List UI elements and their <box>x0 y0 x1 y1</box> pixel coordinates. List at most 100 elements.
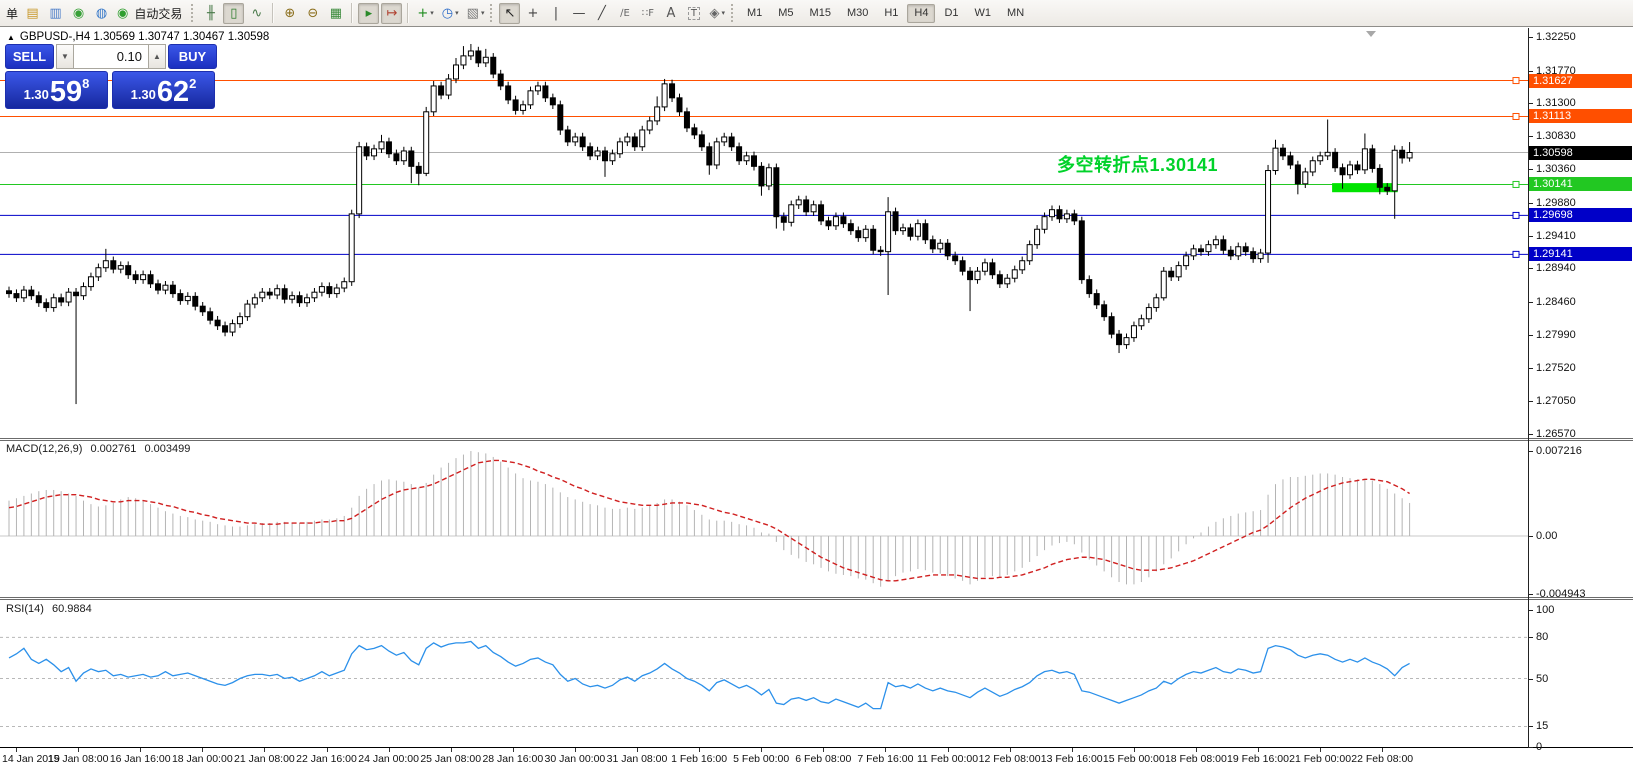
timeframe-button-mn[interactable]: MN <box>1007 7 1025 19</box>
bear-candle <box>549 97 556 106</box>
bull-candle <box>914 223 921 237</box>
toolbar-grip[interactable] <box>730 4 735 22</box>
bear-candle <box>192 295 199 307</box>
timeframe-button-h4[interactable]: H4 <box>907 3 936 23</box>
candlestick-chart-icon[interactable]: ▯ <box>223 2 245 24</box>
dropdown-caret-icon[interactable]: ▾ <box>721 9 725 17</box>
mql-community-icon[interactable]: ◍ <box>91 3 112 24</box>
timeframe-button-d1[interactable]: D1 <box>944 7 959 19</box>
time-axis-tick <box>637 748 638 752</box>
market-watch-icon[interactable]: ▥ <box>45 3 66 24</box>
bear-candle <box>840 216 847 225</box>
vertical-line-icon[interactable]: | <box>545 3 566 24</box>
level-handle[interactable] <box>1512 211 1520 219</box>
bear-candle <box>110 260 117 270</box>
timeframe-button-m30[interactable]: M30 <box>846 7 869 19</box>
toolbar-separator <box>272 3 275 23</box>
auto-scroll-icon[interactable]: ▸ <box>358 2 380 24</box>
price-chart-canvas[interactable] <box>0 28 1529 438</box>
tile-windows-icon[interactable]: ▦ <box>325 3 346 24</box>
panel-separator[interactable] <box>0 438 1633 439</box>
bear-candle <box>587 146 594 157</box>
bull-candle <box>80 286 87 297</box>
arrows-icon[interactable]: ◈ ▾ <box>706 3 728 24</box>
timeframe-button-m1[interactable]: M1 <box>746 7 763 19</box>
periods-icon[interactable]: ◷ ▾ <box>439 3 462 24</box>
time-axis-label: 16 Jan 16:00 <box>109 753 171 765</box>
toolbar-grip[interactable] <box>490 4 494 22</box>
line-chart-icon[interactable]: ∿ <box>246 3 267 24</box>
fibonacci-icon[interactable]: ∷F <box>637 3 658 24</box>
level-handle[interactable] <box>1512 112 1520 120</box>
text-icon[interactable]: A <box>660 3 681 24</box>
dropdown-caret-icon[interactable]: ▾ <box>455 9 459 17</box>
zoom-in-icon[interactable]: ⊕ <box>279 3 300 24</box>
time-axis-label: 22 Jan 16:00 <box>296 753 357 765</box>
crosshair-icon[interactable]: + <box>522 3 543 24</box>
bear-candle <box>818 204 825 222</box>
new-order-icon[interactable]: ▤ <box>22 3 43 24</box>
bear-candle <box>542 85 549 99</box>
time-axis-tick <box>574 748 576 752</box>
templates-icon[interactable]: ▧ ▾ <box>464 3 488 24</box>
auto-trading-button[interactable]: ◉ 自动交易 <box>114 3 188 24</box>
trendline-icon[interactable]: ╱ <box>591 3 612 24</box>
pivot-annotation-text: 多空转折点1.30141 <box>1057 155 1219 175</box>
bear-candle <box>1376 167 1383 188</box>
volume-decrease-button[interactable]: ▼ <box>56 44 74 69</box>
strategy-tester-icon[interactable]: ◉ <box>68 3 89 24</box>
timeframe-button-w1[interactable]: W1 <box>974 7 992 19</box>
buy-price-prefix: 1.30 <box>130 87 156 102</box>
rsi-indicator-canvas[interactable] <box>0 601 1529 747</box>
bear-candle <box>147 274 154 285</box>
bull-candle <box>229 323 236 333</box>
panel-separator[interactable] <box>0 597 1633 598</box>
time-axis-tick <box>1133 748 1135 752</box>
buy-button[interactable]: BUY <box>168 44 217 69</box>
cursor-icon[interactable]: ↖ <box>499 2 521 24</box>
indicators-icon[interactable]: + ▾ <box>414 3 436 24</box>
bear-candle <box>125 265 132 276</box>
price-axis-tick-label: 1.26570 <box>1536 428 1576 441</box>
sell-price-box[interactable]: 1.30 59 8 <box>5 71 108 109</box>
bear-candle <box>676 97 683 113</box>
bull-candle <box>1317 155 1324 162</box>
level-handle[interactable] <box>1512 180 1520 188</box>
macd-indicator-canvas[interactable] <box>0 441 1529 597</box>
price-axis-tick <box>1528 268 1533 270</box>
volume-increase-button[interactable]: ▲ <box>148 44 166 69</box>
bull-candle <box>885 211 892 253</box>
time-axis-label: 13 Feb 16:00 <box>1040 753 1103 765</box>
toolbar-grip[interactable] <box>191 4 195 22</box>
timeframe-button-h1[interactable]: H1 <box>884 7 899 19</box>
bear-candle <box>564 129 571 143</box>
equidistant-channel-icon[interactable]: ∕E <box>614 3 635 24</box>
scroll-marker-icon[interactable] <box>1366 31 1376 37</box>
bear-candle <box>13 293 20 299</box>
timeframe-button-m15[interactable]: M15 <box>809 7 831 19</box>
bar-chart-icon[interactable]: ╫ <box>200 3 221 24</box>
dropdown-caret-icon[interactable]: ▾ <box>480 9 485 17</box>
bull-candle <box>318 286 325 293</box>
volume-input[interactable] <box>74 44 148 69</box>
chart-shift-icon[interactable]: ↦ <box>381 2 403 24</box>
level-handle[interactable] <box>1512 77 1520 85</box>
dropdown-caret-icon[interactable]: ▾ <box>430 9 434 17</box>
menu-remnant-label[interactable]: 单 <box>6 6 19 21</box>
level-handle[interactable] <box>1512 250 1520 258</box>
bull-candle <box>1063 213 1070 220</box>
buy-price-box[interactable]: 1.30 62 2 <box>112 71 215 109</box>
price-axis-tick-label: 1.29410 <box>1536 229 1576 242</box>
sell-button[interactable]: SELL <box>5 44 54 69</box>
panel-separator <box>0 599 1633 600</box>
zoom-out-icon[interactable]: ⊖ <box>302 3 323 24</box>
timeframe-button-m5[interactable]: M5 <box>778 7 794 19</box>
time-axis-label: 18 Feb 08:00 <box>1164 753 1227 765</box>
time-axis-label: 7 Feb 16:00 <box>857 753 914 765</box>
rsi-axis-tick <box>1528 678 1533 680</box>
bull-candle <box>1041 216 1048 230</box>
bull-candle <box>1272 147 1279 172</box>
text-icon: A <box>666 5 676 21</box>
horizontal-line-icon[interactable]: — <box>568 3 589 24</box>
text-label-icon[interactable]: T <box>683 3 704 24</box>
